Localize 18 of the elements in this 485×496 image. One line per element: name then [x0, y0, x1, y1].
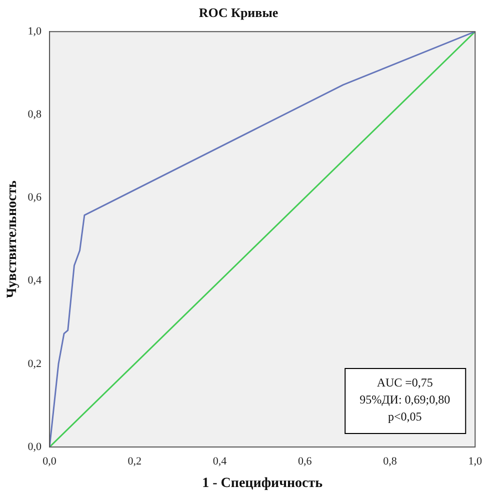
annotation: 95%ДИ: 0,69;0,80 [360, 392, 450, 407]
x-tick-label: 0,8 [383, 455, 398, 468]
annotation: p<0,05 [388, 410, 422, 424]
y-tick-label: 1,0 [28, 25, 42, 38]
y-tick-label: 0,0 [28, 440, 42, 453]
x-tick-label: 1,0 [468, 455, 482, 468]
y-tick-label: 0,4 [28, 274, 42, 287]
annotation: AUC =0,75 [376, 376, 433, 390]
x-tick-label: 0,4 [212, 455, 228, 468]
x-tick-label: 0,2 [128, 455, 142, 468]
x-tick-label: 0,0 [42, 455, 57, 468]
chart-title: ROC Кривые [198, 5, 278, 20]
y-axis-title: Чувствительность [5, 180, 20, 298]
x-axis-title: 1 - Специфичность [202, 476, 324, 492]
y-tick-label: 0,2 [28, 358, 42, 370]
x-tick-label: 0,6 [298, 455, 312, 468]
y-tick-label: 0,8 [28, 108, 42, 121]
y-tick-label: 0,6 [28, 192, 42, 204]
